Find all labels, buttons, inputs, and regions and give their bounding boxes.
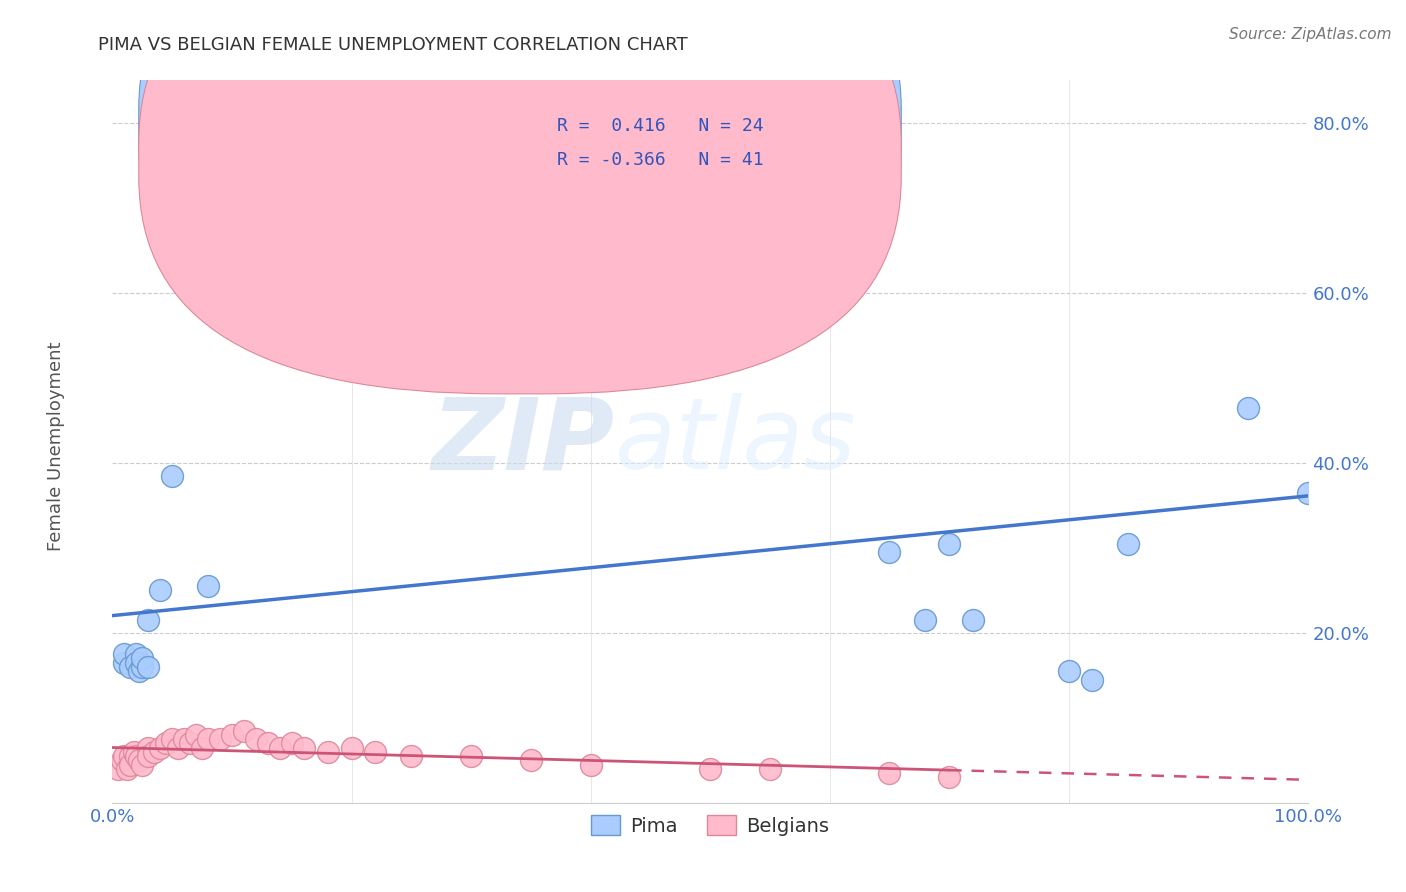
Text: R = -0.366   N = 41: R = -0.366 N = 41	[557, 151, 763, 169]
Point	[125, 749, 148, 764]
Point	[699, 762, 721, 776]
Point	[1057, 664, 1080, 678]
Point	[281, 736, 304, 750]
Point	[245, 732, 267, 747]
Point	[209, 732, 232, 747]
Point	[125, 656, 148, 670]
Point	[162, 732, 183, 747]
Point	[401, 749, 423, 764]
Point	[107, 762, 129, 776]
Point	[114, 749, 135, 764]
Text: PIMA VS BELGIAN FEMALE UNEMPLOYMENT CORRELATION CHART: PIMA VS BELGIAN FEMALE UNEMPLOYMENT CORR…	[98, 36, 688, 54]
Point	[131, 660, 153, 674]
Point	[125, 647, 148, 661]
Text: Female Unemployment: Female Unemployment	[48, 342, 65, 550]
Point	[191, 740, 214, 755]
Point	[520, 753, 543, 767]
Point	[364, 745, 387, 759]
FancyBboxPatch shape	[139, 0, 901, 359]
Point	[115, 762, 138, 776]
Point	[257, 736, 280, 750]
Point	[1296, 485, 1319, 500]
Point	[938, 536, 960, 550]
Point	[759, 762, 782, 776]
Point	[149, 740, 172, 755]
FancyBboxPatch shape	[139, 0, 901, 394]
Point	[120, 660, 142, 674]
Point	[155, 736, 177, 750]
Point	[138, 740, 160, 755]
Text: Source: ZipAtlas.com: Source: ZipAtlas.com	[1229, 27, 1392, 42]
Point	[114, 656, 135, 670]
Point	[173, 732, 195, 747]
Point	[233, 723, 256, 738]
Point	[197, 579, 219, 593]
Point	[292, 740, 315, 755]
Point	[460, 213, 482, 227]
Point	[879, 545, 901, 559]
Point	[162, 468, 183, 483]
Point	[120, 757, 142, 772]
Point	[138, 749, 160, 764]
Point	[269, 740, 291, 755]
Point	[938, 770, 960, 784]
Point	[1118, 536, 1140, 550]
Point	[131, 651, 153, 665]
Point	[120, 749, 142, 764]
Point	[914, 613, 936, 627]
Point	[818, 171, 841, 186]
Point	[143, 745, 166, 759]
Point	[128, 753, 150, 767]
FancyBboxPatch shape	[477, 95, 830, 200]
Text: ZIP: ZIP	[432, 393, 614, 490]
Point	[128, 664, 150, 678]
Point	[197, 732, 219, 747]
Point	[179, 736, 201, 750]
Point	[460, 749, 482, 764]
Text: R =  0.416   N = 24: R = 0.416 N = 24	[557, 117, 763, 135]
Point	[879, 766, 901, 780]
Legend: Pima, Belgians: Pima, Belgians	[583, 807, 837, 844]
Point	[1081, 673, 1104, 687]
Point	[138, 660, 160, 674]
Point	[186, 728, 208, 742]
Point	[111, 753, 134, 767]
Point	[131, 757, 153, 772]
Point	[962, 613, 984, 627]
Point	[221, 728, 243, 742]
Point	[316, 745, 339, 759]
Point	[122, 745, 145, 759]
Point	[167, 740, 190, 755]
Point	[138, 613, 160, 627]
Text: atlas: atlas	[614, 393, 856, 490]
Point	[1237, 401, 1260, 415]
Point	[340, 740, 363, 755]
Point	[149, 583, 172, 598]
Point	[114, 647, 135, 661]
Point	[579, 757, 602, 772]
